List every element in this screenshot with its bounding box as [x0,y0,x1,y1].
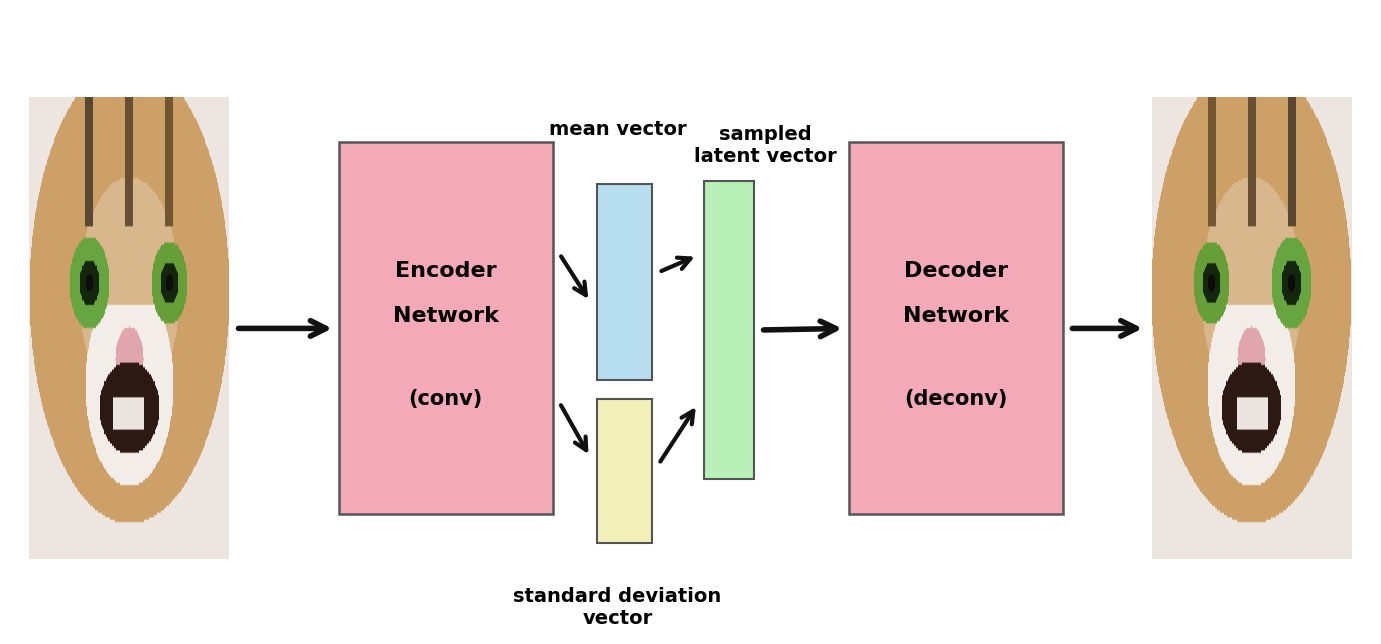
FancyBboxPatch shape [849,142,1062,515]
Text: Network: Network [903,306,1008,326]
Text: (deconv): (deconv) [905,389,1008,409]
FancyBboxPatch shape [704,181,754,479]
FancyBboxPatch shape [597,399,652,544]
Text: Encoder: Encoder [395,261,497,281]
Text: (conv): (conv) [409,389,483,409]
Text: sampled
latent vector: sampled latent vector [693,125,837,166]
Text: Decoder: Decoder [903,261,1008,281]
FancyBboxPatch shape [340,142,552,515]
Text: Network: Network [394,306,499,326]
Text: standard deviation
vector: standard deviation vector [514,587,722,628]
Text: mean vector: mean vector [548,120,686,139]
FancyBboxPatch shape [597,184,652,380]
